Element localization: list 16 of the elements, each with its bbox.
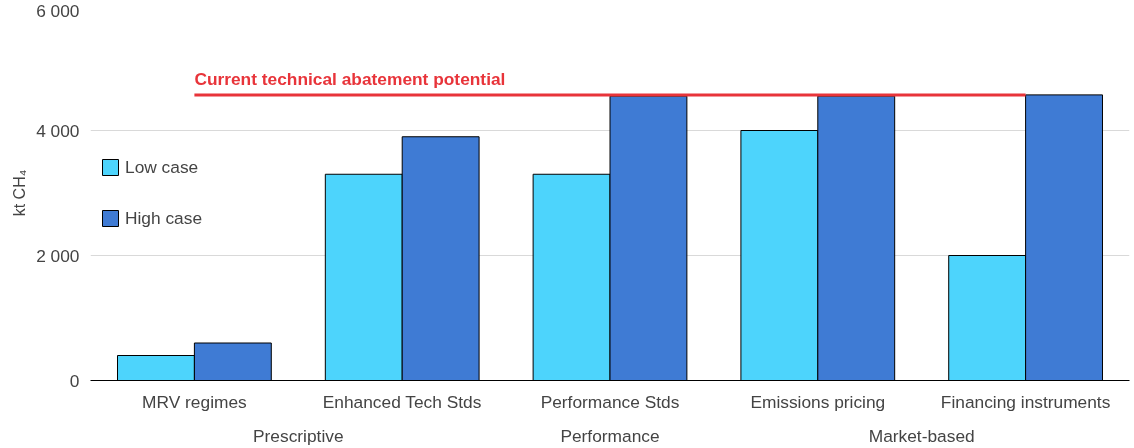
y-tick-label: 4 000 — [36, 120, 80, 141]
text: Prescriptive — [253, 425, 344, 446]
text: Market-based — [868, 425, 975, 446]
ref-line-label: Current technical abatement potential — [194, 68, 506, 89]
y-tick-label: 0 — [69, 370, 80, 391]
text: Performance — [560, 425, 660, 446]
x-tick-label: MRV regimes — [142, 391, 248, 412]
x-tick-label: Enhanced Tech Stds — [322, 391, 482, 412]
legend-label: Low case — [125, 156, 199, 178]
x-tick-label: Financing instruments — [940, 391, 1111, 412]
legend-label: High case — [125, 207, 203, 229]
y-tick-label: 6 000 — [36, 0, 80, 21]
x-tick-label: Emissions pricing — [750, 391, 886, 412]
x-tick-label: Performance Stds — [540, 391, 680, 412]
y-axis-title: kt CH₄ — [11, 169, 29, 217]
y-tick-label: 2 000 — [36, 245, 80, 266]
